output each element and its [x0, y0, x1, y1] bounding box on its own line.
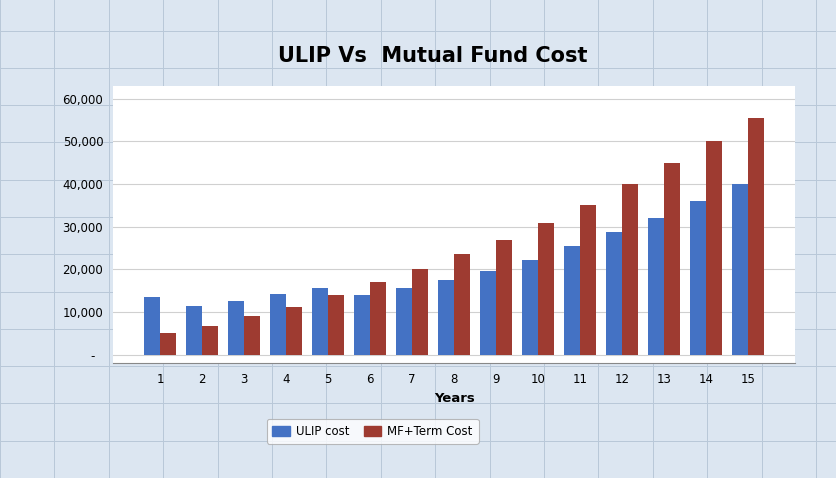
Bar — [437, 280, 453, 355]
Bar — [747, 118, 763, 355]
Text: ULIP Vs  Mutual Fund Cost: ULIP Vs Mutual Fund Cost — [278, 46, 587, 66]
Bar — [244, 316, 260, 355]
Bar — [144, 297, 160, 355]
Bar — [563, 246, 579, 355]
Bar — [411, 270, 427, 355]
Bar — [186, 306, 201, 355]
Bar — [201, 326, 217, 355]
Bar — [370, 282, 385, 355]
Bar — [538, 223, 553, 355]
Bar — [579, 206, 595, 355]
Bar — [663, 163, 680, 355]
Bar — [395, 288, 411, 355]
Bar — [732, 184, 747, 355]
Legend: ULIP cost, MF+Term Cost: ULIP cost, MF+Term Cost — [266, 419, 478, 444]
Bar — [227, 301, 244, 355]
Bar — [621, 184, 637, 355]
Bar — [690, 201, 706, 355]
Bar — [312, 288, 328, 355]
Bar — [286, 307, 302, 355]
Bar — [496, 239, 512, 355]
Bar — [354, 295, 370, 355]
Bar — [160, 334, 176, 355]
Bar — [706, 141, 721, 355]
Bar — [522, 260, 538, 355]
Bar — [328, 295, 344, 355]
Bar — [270, 294, 286, 355]
Bar — [647, 218, 663, 355]
Bar — [454, 254, 470, 355]
X-axis label: Years: Years — [433, 391, 474, 404]
Bar — [605, 232, 621, 355]
Bar — [480, 271, 496, 355]
